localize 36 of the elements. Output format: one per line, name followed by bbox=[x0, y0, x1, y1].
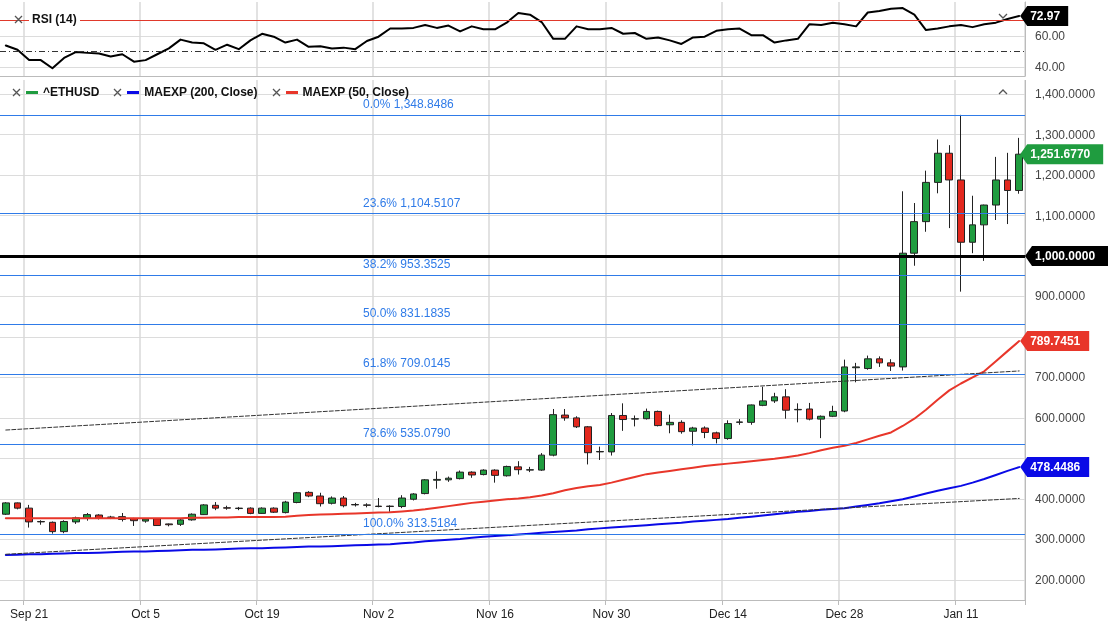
text: 1,251.6770 bbox=[1030, 147, 1091, 162]
data-label: 478.4486 bbox=[1030, 460, 1081, 475]
y-tick-label: 400.0000 bbox=[1035, 491, 1086, 506]
x-tick-label: Nov 30 bbox=[592, 607, 631, 621]
legend-label: MAEXP (50, Close) bbox=[302, 85, 409, 99]
ref-line-label: 50.0% 831.1835 bbox=[363, 306, 451, 321]
ref-line-label: 1,000.0000 bbox=[1035, 249, 1096, 264]
ref-line-label: 23.6% 1,104.5107 bbox=[363, 195, 461, 210]
text: RSI (14) bbox=[29, 11, 80, 27]
ref-line-label: 100.0% 313.5184 bbox=[363, 515, 458, 530]
x-tick-label: Dec 14 bbox=[708, 607, 748, 621]
x-tick-label: Sep 21 bbox=[10, 607, 49, 621]
legend-label: MAEXP (200, Close) bbox=[144, 85, 258, 99]
y-tick-label: 60.00 bbox=[1035, 28, 1066, 43]
y-tick-label: 200.0000 bbox=[1035, 572, 1086, 587]
y-tick-label: 1,400.0000 bbox=[1035, 87, 1096, 102]
y-tick-label: 1,100.0000 bbox=[1035, 208, 1096, 223]
y-tick-label: 700.0000 bbox=[1035, 370, 1086, 385]
ref-line-label: 78.6% 535.0790 bbox=[363, 426, 451, 441]
y-tick-label: 1,300.0000 bbox=[1035, 127, 1096, 142]
x-tick-label: Nov 2 bbox=[362, 607, 395, 621]
data-label: 72.97 bbox=[1030, 8, 1061, 23]
ref-line-label: 61.8% 709.0145 bbox=[363, 355, 451, 370]
legend-label: ^ETHUSD bbox=[43, 85, 100, 99]
y-tick-label: 40.00 bbox=[1035, 59, 1066, 74]
x-tick-label: Dec 28 bbox=[825, 607, 864, 621]
y-tick-label: 1,200.0000 bbox=[1035, 168, 1096, 183]
y-tick-label: 300.0000 bbox=[1035, 532, 1086, 547]
data-label: 789.7451 bbox=[1030, 334, 1081, 349]
y-tick-label: 900.0000 bbox=[1035, 289, 1086, 304]
y-tick-label: 600.0000 bbox=[1035, 410, 1086, 425]
ref-line-label: 38.2% 953.3525 bbox=[363, 256, 451, 271]
x-tick-label: Oct 5 bbox=[131, 607, 161, 621]
x-tick-label: Nov 16 bbox=[476, 607, 515, 621]
x-tick-label: Jan 11 bbox=[943, 607, 979, 621]
x-tick-label: Oct 19 bbox=[244, 607, 281, 621]
